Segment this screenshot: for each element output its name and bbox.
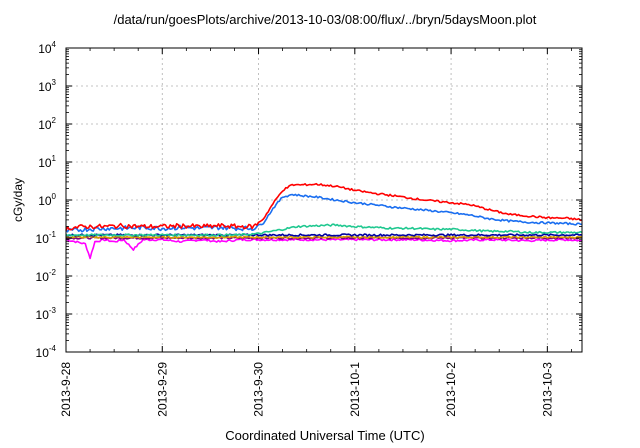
y-tick-label-exponent: 1 [52,154,57,163]
y-tick-label-exponent: 0 [52,192,57,201]
y-tick-label: 101 [38,154,56,170]
y-tick-label-exponent: 2 [52,116,57,125]
y-axis-label: cGy/day [11,178,25,222]
y-tick-label: 10-3 [36,306,57,322]
y-tick-label: 10-2 [36,268,57,284]
y-tick-label: 10-1 [36,230,57,246]
x-tick-label: 2013-10-2 [444,362,458,417]
y-tick-label-exponent: -2 [49,268,57,277]
y-tick-label-base: 10 [38,80,52,94]
y-tick-label-exponent: -4 [49,344,57,353]
series-group [65,182,583,260]
series-line [65,182,583,231]
y-tick-label-exponent: -1 [49,230,57,239]
y-tick-label-base: 10 [38,118,52,132]
y-tick-label-base: 10 [38,156,52,170]
x-axis-label: Coordinated Universal Time (UTC) [225,428,425,443]
series-line [65,235,583,239]
x-tick-label: 2013-9-28 [59,362,73,417]
x-tick-label: 2013-9-29 [155,362,169,417]
plot-frame [65,47,583,353]
x-tick-label: 2013-9-30 [252,362,266,417]
y-tick-label-base: 10 [38,194,52,208]
grid [66,48,582,352]
y-tick-label: 104 [38,40,56,56]
y-tick-label-base: 10 [36,270,50,284]
y-tick-label: 10-4 [36,344,57,360]
y-tick-label: 103 [38,78,56,94]
y-tick-label-base: 10 [38,42,52,56]
chart-title: /data/run/goesPlots/archive/2013-10-03/0… [113,12,537,27]
series-line [65,238,583,260]
x-tick-label: 2013-10-1 [348,362,362,417]
tick-marks [65,47,582,353]
y-tick-label-exponent: -3 [49,306,57,315]
y-tick-label-base: 10 [36,346,50,360]
tick-labels: 10-410-310-210-11001011021031042013-9-28… [36,40,555,417]
series-line [65,223,583,237]
y-tick-label: 100 [38,192,56,208]
y-tick-label-exponent: 3 [52,78,57,87]
y-tick-label-exponent: 4 [52,40,57,49]
y-tick-label-base: 10 [36,308,50,322]
x-tick-label: 2013-10-3 [540,362,554,417]
y-tick-label: 102 [38,116,56,132]
y-tick-label-base: 10 [36,232,50,246]
